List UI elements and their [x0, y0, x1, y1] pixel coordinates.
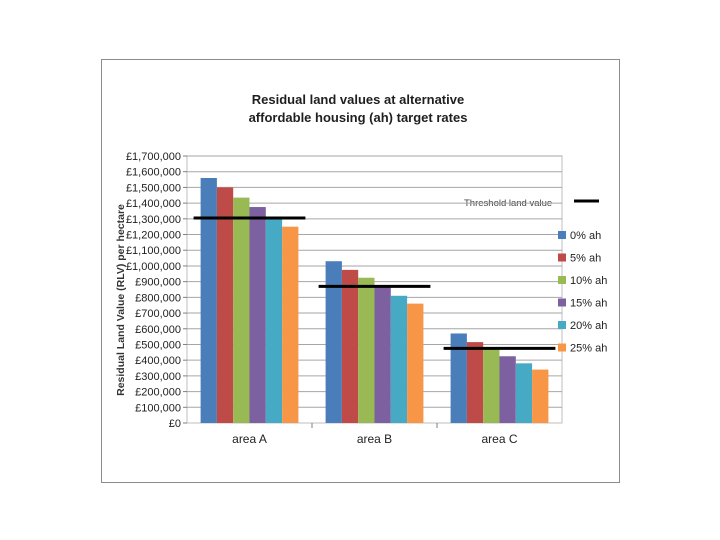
- bar-25-ah-area-A: [282, 226, 299, 423]
- y-tick-label: £700,000: [135, 308, 181, 320]
- legend-label: 20% ah: [570, 320, 607, 332]
- y-tick-label: £600,000: [135, 324, 181, 336]
- y-tick-label: £1,000,000: [126, 261, 181, 273]
- y-tick-label: £1,100,000: [126, 245, 181, 257]
- legend-label: 25% ah: [570, 343, 607, 355]
- y-tick-label: £1,400,000: [126, 198, 181, 210]
- y-tick-label: £0: [169, 418, 181, 430]
- bar-20-ah-area-A: [265, 218, 283, 423]
- legend-label: 15% ah: [570, 298, 607, 310]
- chart-title-line-2: affordable housing (ah) target rates: [249, 110, 468, 125]
- legend-label: 10% ah: [570, 275, 607, 287]
- y-tick-label: £300,000: [135, 371, 181, 383]
- bar-25-ah-area-B: [407, 303, 424, 423]
- legend-swatch: [558, 231, 566, 239]
- bar-10-ah-area-B: [358, 277, 375, 423]
- y-tick-label: £1,700,000: [126, 151, 181, 163]
- y-tick-label: £1,600,000: [126, 167, 181, 179]
- y-tick-label: £100,000: [135, 402, 181, 414]
- legend-swatch: [558, 253, 566, 262]
- y-axis-label: Residual Land Value (RLV) per hectare: [115, 204, 127, 396]
- legend-swatch: [558, 343, 566, 352]
- y-tick-label: £1,200,000: [126, 230, 181, 242]
- y-tick-label: £1,500,000: [126, 182, 181, 194]
- bar-20-ah-area-C: [515, 363, 533, 423]
- y-tick-label: £400,000: [135, 355, 181, 367]
- legend-swatch: [558, 321, 566, 329]
- chart-frame: Residual land values at alternative affo…: [101, 59, 620, 483]
- bar-chart: Residual land values at alternative affo…: [115, 92, 607, 446]
- y-tick-label: £200,000: [135, 387, 181, 399]
- bar-5-ah-area-A: [216, 187, 234, 423]
- bar-20-ah-area-B: [390, 295, 408, 423]
- bar-10-ah-area-C: [483, 349, 500, 423]
- y-tick-label: £800,000: [135, 292, 181, 304]
- y-tick-label: £1,300,000: [126, 214, 181, 226]
- y-tick-label: £900,000: [135, 277, 181, 289]
- bar-10-ah-area-A: [233, 197, 250, 423]
- x-tick-label: area C: [481, 432, 517, 446]
- legend-label: 0% ah: [570, 230, 601, 242]
- bar-5-ah-area-C: [466, 342, 484, 423]
- bar-0-ah-area-C: [450, 333, 467, 423]
- x-tick-label: area B: [357, 432, 392, 446]
- bar-25-ah-area-C: [532, 369, 549, 423]
- bar-0-ah-area-B: [325, 261, 342, 423]
- chart-title-line-1: Residual land values at alternative: [252, 92, 464, 107]
- legend-swatch: [558, 298, 566, 307]
- bar-0-ah-area-A: [200, 177, 217, 423]
- bar-15-ah-area-B: [374, 287, 391, 423]
- y-tick-label: £500,000: [135, 339, 181, 351]
- bar-15-ah-area-A: [249, 207, 266, 423]
- legend-swatch: [558, 276, 566, 284]
- legend-label: 5% ah: [570, 253, 601, 265]
- bar-15-ah-area-C: [499, 356, 516, 423]
- x-tick-label: area A: [232, 432, 267, 446]
- bar-5-ah-area-B: [341, 269, 359, 423]
